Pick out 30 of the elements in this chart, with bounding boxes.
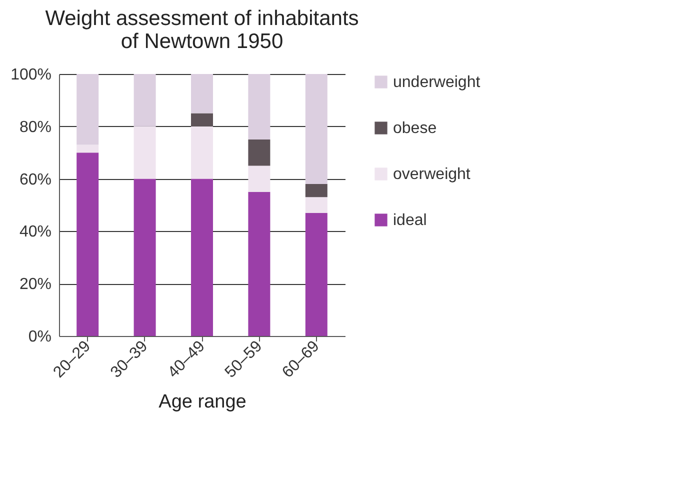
legend-label: underweight bbox=[393, 74, 481, 91]
bar bbox=[305, 74, 328, 184]
y-tick-label: 100% bbox=[10, 66, 52, 84]
bar bbox=[191, 178, 213, 336]
x-axis-title: Age range bbox=[158, 392, 246, 413]
bar bbox=[191, 113, 213, 126]
y-tick-label: 40% bbox=[19, 224, 52, 241]
bar bbox=[305, 197, 328, 213]
bar bbox=[191, 74, 213, 114]
bar bbox=[191, 126, 213, 179]
y-tick-label: 0% bbox=[28, 328, 52, 346]
y-tick-label: 20% bbox=[19, 276, 52, 294]
bar bbox=[248, 74, 270, 140]
y-tick-label: 60% bbox=[19, 171, 52, 188]
bar bbox=[76, 152, 99, 336]
legend-label: overweight bbox=[393, 166, 471, 183]
bar bbox=[134, 178, 156, 336]
bar bbox=[134, 74, 156, 126]
bar bbox=[248, 166, 270, 192]
bar bbox=[248, 140, 270, 166]
bar bbox=[305, 184, 328, 198]
bar bbox=[76, 144, 99, 153]
bar bbox=[76, 74, 99, 145]
bar bbox=[134, 126, 156, 179]
legend-label: obese bbox=[393, 120, 437, 137]
chart-title: Weight assessment of inhabitants of Newtown 1950 bbox=[45, 7, 359, 53]
legend-label: ideal bbox=[393, 212, 427, 229]
bar bbox=[248, 192, 270, 336]
bar bbox=[305, 212, 328, 336]
y-tick-label: 80% bbox=[19, 118, 52, 136]
